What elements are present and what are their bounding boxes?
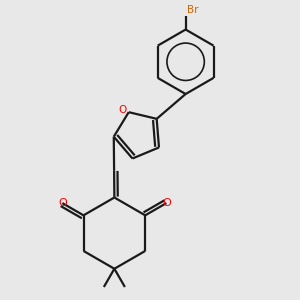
Text: O: O (58, 198, 67, 208)
Text: O: O (162, 198, 171, 208)
Text: Br: Br (187, 5, 198, 15)
Text: O: O (118, 106, 127, 116)
